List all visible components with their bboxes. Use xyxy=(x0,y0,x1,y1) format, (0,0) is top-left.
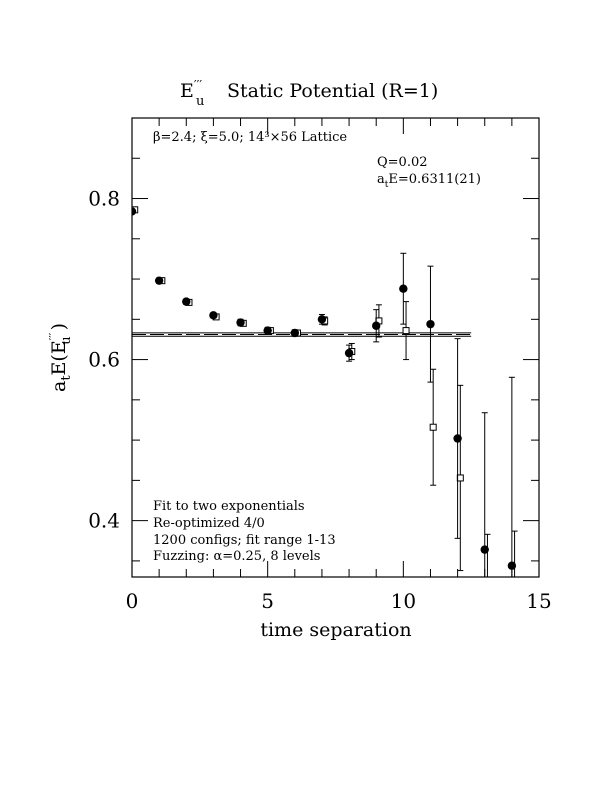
data-point xyxy=(317,315,327,324)
data-point xyxy=(344,348,354,358)
fit-band xyxy=(132,332,472,337)
data-point xyxy=(182,297,191,306)
lattice-annotation: β=2.4; ξ=5.0; 14³×56 Lattice xyxy=(153,130,347,145)
data-point xyxy=(399,284,408,293)
q-annotation: Q=0.02 xyxy=(377,155,428,170)
data-point xyxy=(453,434,462,443)
fit-note: Fuzzing: α=0.25, 8 levels xyxy=(153,549,320,564)
data-point xyxy=(426,319,435,329)
x-tick-label: 15 xyxy=(526,589,551,613)
data-point xyxy=(290,328,299,338)
x-axis-ticks xyxy=(131,118,540,577)
data-point xyxy=(372,321,381,330)
x-tick-label: 0 xyxy=(126,589,139,613)
fit-note: Fit to two exponentials xyxy=(153,499,305,514)
y-axis-tick-labels: 0.4 0.6 0.8 xyxy=(88,187,120,533)
fit-note: Re-optimized 4/0 xyxy=(153,516,265,531)
data-point xyxy=(263,326,272,335)
y-axis-label: atE(E′′′u ) xyxy=(47,323,74,392)
data-point xyxy=(132,207,137,216)
fit-annotation: atE=0.6311(21) xyxy=(377,172,481,190)
y-tick-label: 0.4 xyxy=(88,509,120,533)
x-axis-label: time separation xyxy=(260,619,411,641)
y-tick-label: 0.6 xyxy=(88,348,120,372)
series-open-squares xyxy=(132,206,545,655)
y-axis-ticks xyxy=(132,117,539,562)
title-symbol-sup: ′′′ xyxy=(194,78,202,92)
series-filled-circles xyxy=(132,207,517,577)
data-point xyxy=(456,474,464,482)
data-point xyxy=(480,545,489,554)
title-symbol-sub: u xyxy=(196,94,204,109)
x-tick-label: 10 xyxy=(391,589,416,613)
x-tick-label: 5 xyxy=(261,589,274,613)
title-text: Static Potential (R=1) xyxy=(227,80,438,102)
chart-title: E′′′ u Static Potential (R=1) xyxy=(180,78,438,109)
data-point xyxy=(429,423,437,431)
data-point xyxy=(236,318,245,327)
fit-note: 1200 configs; fit range 1-13 xyxy=(153,533,336,548)
title-symbol: E xyxy=(180,80,194,102)
data-point xyxy=(507,561,517,570)
data-point xyxy=(154,276,164,285)
x-axis-tick-labels: 0 5 10 15 xyxy=(126,589,552,613)
y-tick-label: 0.8 xyxy=(88,187,120,211)
plot-frame xyxy=(131,117,540,578)
data-point xyxy=(402,327,410,335)
data-point xyxy=(484,613,490,619)
fit-notes: Fit to two exponentials Re-optimized 4/0… xyxy=(153,499,336,564)
data-point xyxy=(512,649,518,655)
data-point xyxy=(209,311,218,320)
data-point xyxy=(539,624,545,630)
